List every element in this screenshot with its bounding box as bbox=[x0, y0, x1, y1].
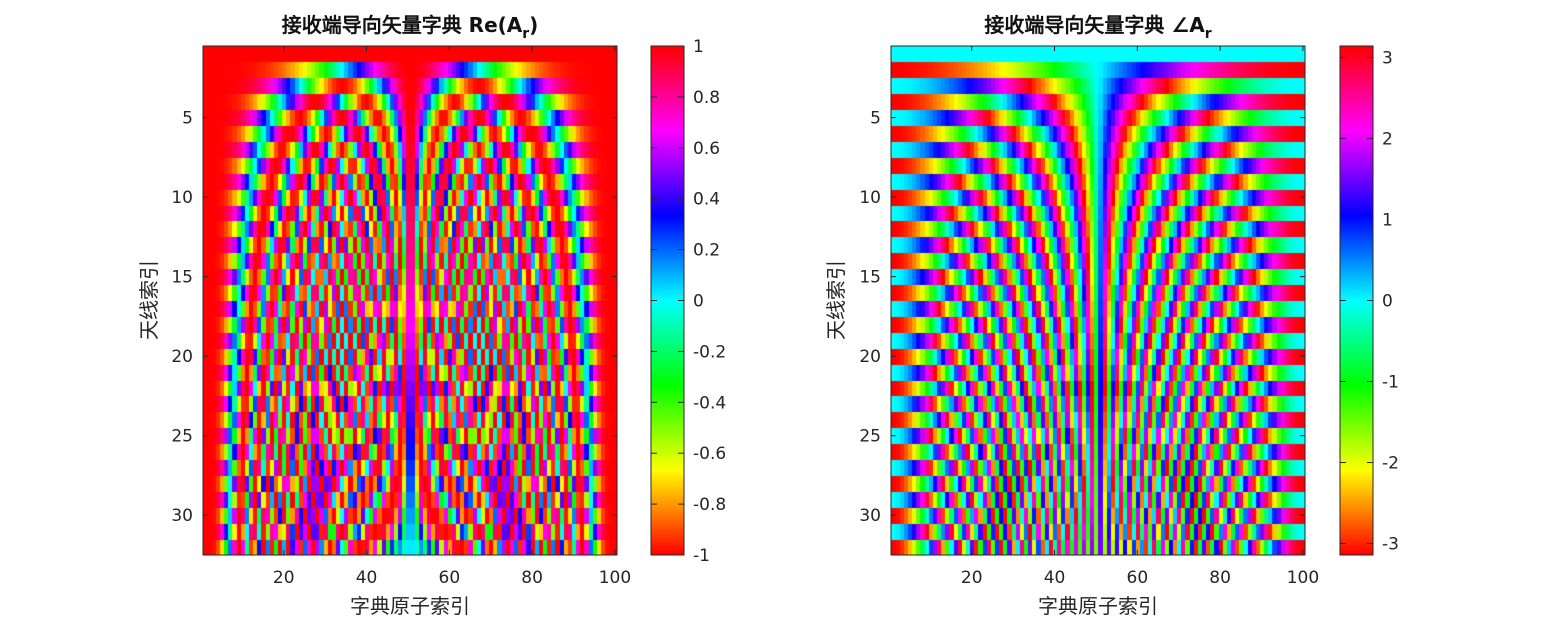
y-tick-label: 15 bbox=[859, 268, 881, 288]
y-tick-label: 30 bbox=[171, 506, 193, 526]
y-tick-label: 15 bbox=[171, 268, 193, 288]
chart-1-y-axis-label: 天线索引 bbox=[137, 260, 161, 340]
chart-2-x-axis-label: 字典原子索引 bbox=[1038, 594, 1158, 618]
x-tick-label: 40 bbox=[1044, 568, 1066, 588]
colorbar-tick-label: -2 bbox=[1382, 454, 1399, 474]
x-tick-label: 100 bbox=[1287, 568, 1319, 588]
x-tick-label: 80 bbox=[1209, 568, 1231, 588]
colorbar-tick-label: -0.6 bbox=[693, 444, 726, 464]
chart-1-heatmap-container bbox=[203, 46, 617, 555]
plot-frame bbox=[202, 45, 618, 556]
chart-1-title-end: ) bbox=[529, 13, 538, 37]
chart-1-title-subscript: r bbox=[522, 26, 529, 42]
y-tick-label: 25 bbox=[171, 427, 193, 447]
chart-2-title: 接收端导向矢量字典 ∠Ar bbox=[984, 13, 1211, 42]
chart-2-heatmap-container bbox=[891, 46, 1305, 555]
chart-2-axes: 20 40 60 80 100 5 10 15 20 25 30 bbox=[859, 45, 1319, 588]
y-tick-label: 25 bbox=[859, 427, 881, 447]
y-tick-label: 20 bbox=[859, 347, 881, 367]
chart-1-axes: 20 40 60 80 100 5 10 15 20 25 30 bbox=[171, 45, 631, 588]
chart-2-y-axis-label: 天线索引 bbox=[824, 260, 848, 340]
y-tick-label: 5 bbox=[870, 109, 881, 129]
colorbar-tick-label: -3 bbox=[1382, 535, 1399, 555]
chart-2-title-subscript: r bbox=[1205, 26, 1212, 42]
x-tick-label: 20 bbox=[961, 568, 983, 588]
x-tick-label: 20 bbox=[273, 568, 295, 588]
colorbar-tick-label: 0 bbox=[693, 292, 704, 312]
plot-frame bbox=[890, 45, 1306, 556]
chart-1-colorbar-axes: -1 -0.8 -0.6 -0.4 -0.2 0 0.2 0.4 0.6 0.8 1 bbox=[650, 37, 726, 566]
chart-1-x-axis-label: 字典原子索引 bbox=[350, 594, 470, 618]
colorbar-tick-label: 0.6 bbox=[693, 139, 720, 159]
colorbar-tick-label: 0.8 bbox=[693, 88, 720, 108]
y-tick-label: 10 bbox=[171, 188, 193, 208]
colorbar-tick-label: -0.2 bbox=[693, 342, 726, 362]
colorbar-tick-label: 3 bbox=[1382, 48, 1393, 68]
y-tick-label: 30 bbox=[859, 506, 881, 526]
y-tick-label: 5 bbox=[182, 109, 193, 129]
y-tick-label: 20 bbox=[171, 347, 193, 367]
chart-2-title-main: 接收端导向矢量字典 ∠A bbox=[984, 13, 1205, 37]
colorbar-tick-label: 0.4 bbox=[693, 190, 720, 210]
chart-1-heatmap bbox=[203, 46, 617, 555]
x-tick-label: 100 bbox=[599, 568, 631, 588]
y-tick-label: 10 bbox=[859, 188, 881, 208]
x-tick-label: 40 bbox=[356, 568, 378, 588]
colorbar-tick-label: 0 bbox=[1382, 292, 1393, 312]
chart-1-title-main: 接收端导向矢量字典 Re(A bbox=[282, 13, 523, 37]
colorbar-tick-label: 2 bbox=[1382, 129, 1393, 149]
colorbar-tick-label: -0.8 bbox=[693, 495, 726, 515]
x-tick-label: 80 bbox=[521, 568, 543, 588]
x-tick-label: 60 bbox=[439, 568, 461, 588]
chart-1-title: 接收端导向矢量字典 Re(Ar) bbox=[282, 13, 539, 42]
chart-real-part: 接收端导向矢量字典 Re(Ar) 20 40 60 80 10051015202530 … bbox=[137, 13, 726, 618]
colorbar-tick-label: -0.4 bbox=[693, 393, 726, 413]
colorbar-tick-label: -1 bbox=[1382, 373, 1399, 393]
x-tick-label: 60 bbox=[1127, 568, 1149, 588]
chart-2-heatmap bbox=[891, 46, 1305, 555]
colorbar-tick-label: 1 bbox=[693, 37, 704, 57]
colorbar-tick-label: -1 bbox=[693, 546, 710, 566]
colorbar-tick-label: 0.2 bbox=[693, 241, 720, 261]
chart-2-colorbar-axes: -3 -2 -1 0 1 2 3 bbox=[1339, 45, 1399, 556]
colorbar-tick-label: 1 bbox=[1382, 210, 1393, 230]
